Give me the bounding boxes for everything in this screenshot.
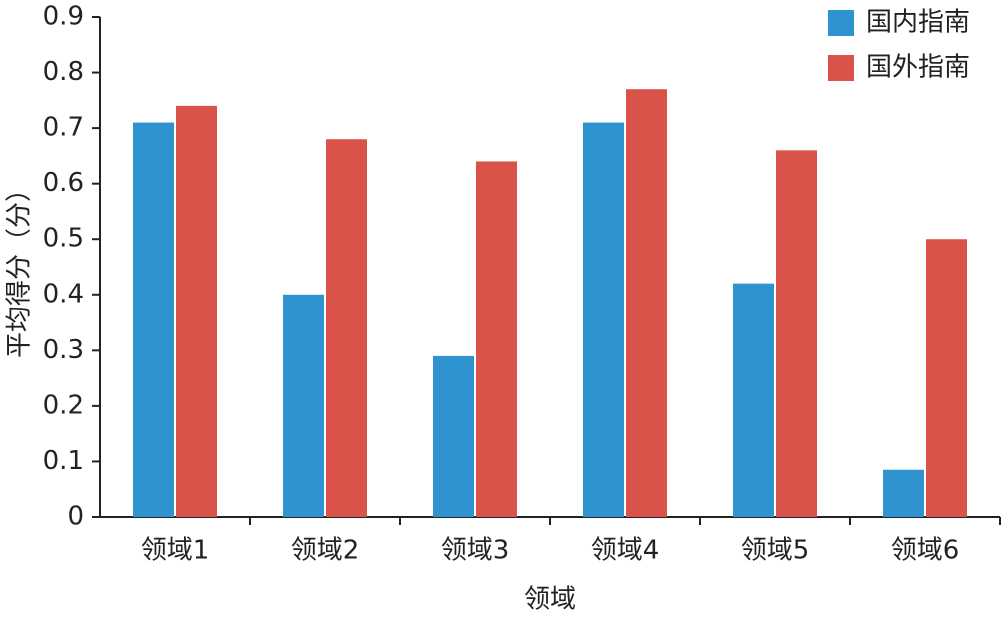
legend-label: 国内指南: [866, 8, 970, 38]
y-tick-label: 0.6: [43, 168, 84, 198]
bar: [176, 105, 217, 517]
legend-swatch: [828, 55, 854, 81]
bar: [283, 294, 324, 517]
x-axis-label: 领域: [524, 585, 576, 615]
x-tick-label: 领域4: [591, 536, 660, 566]
x-tick-label: 领域3: [441, 536, 510, 566]
y-tick-label: 0.4: [43, 279, 84, 309]
y-tick-label: 0.8: [43, 57, 84, 87]
bar: [883, 469, 924, 517]
y-tick-label: 0.7: [43, 113, 84, 143]
x-tick-label: 领域6: [891, 536, 960, 566]
y-tick-label: 0.9: [43, 2, 84, 32]
legend-swatch: [828, 10, 854, 36]
bar: [133, 122, 174, 518]
y-tick-label: 0: [67, 502, 84, 532]
bar: [476, 161, 517, 517]
bar: [433, 355, 474, 517]
y-tick-label: 0.2: [43, 390, 84, 420]
bar: [926, 239, 967, 517]
bar: [326, 139, 367, 517]
legend-label: 国外指南: [866, 53, 970, 83]
x-tick-label: 领域1: [141, 536, 210, 566]
bar: [583, 122, 624, 518]
y-tick-label: 0.5: [43, 224, 84, 254]
x-tick-label: 领域5: [741, 536, 810, 566]
y-tick-label: 0.1: [43, 446, 84, 476]
bar: [626, 89, 667, 517]
y-axis-label: 平均得分（分）: [5, 176, 35, 358]
y-tick-label: 0.3: [43, 335, 84, 365]
bar: [733, 283, 774, 517]
x-tick-label: 领域2: [291, 536, 360, 566]
bar: [776, 150, 817, 518]
